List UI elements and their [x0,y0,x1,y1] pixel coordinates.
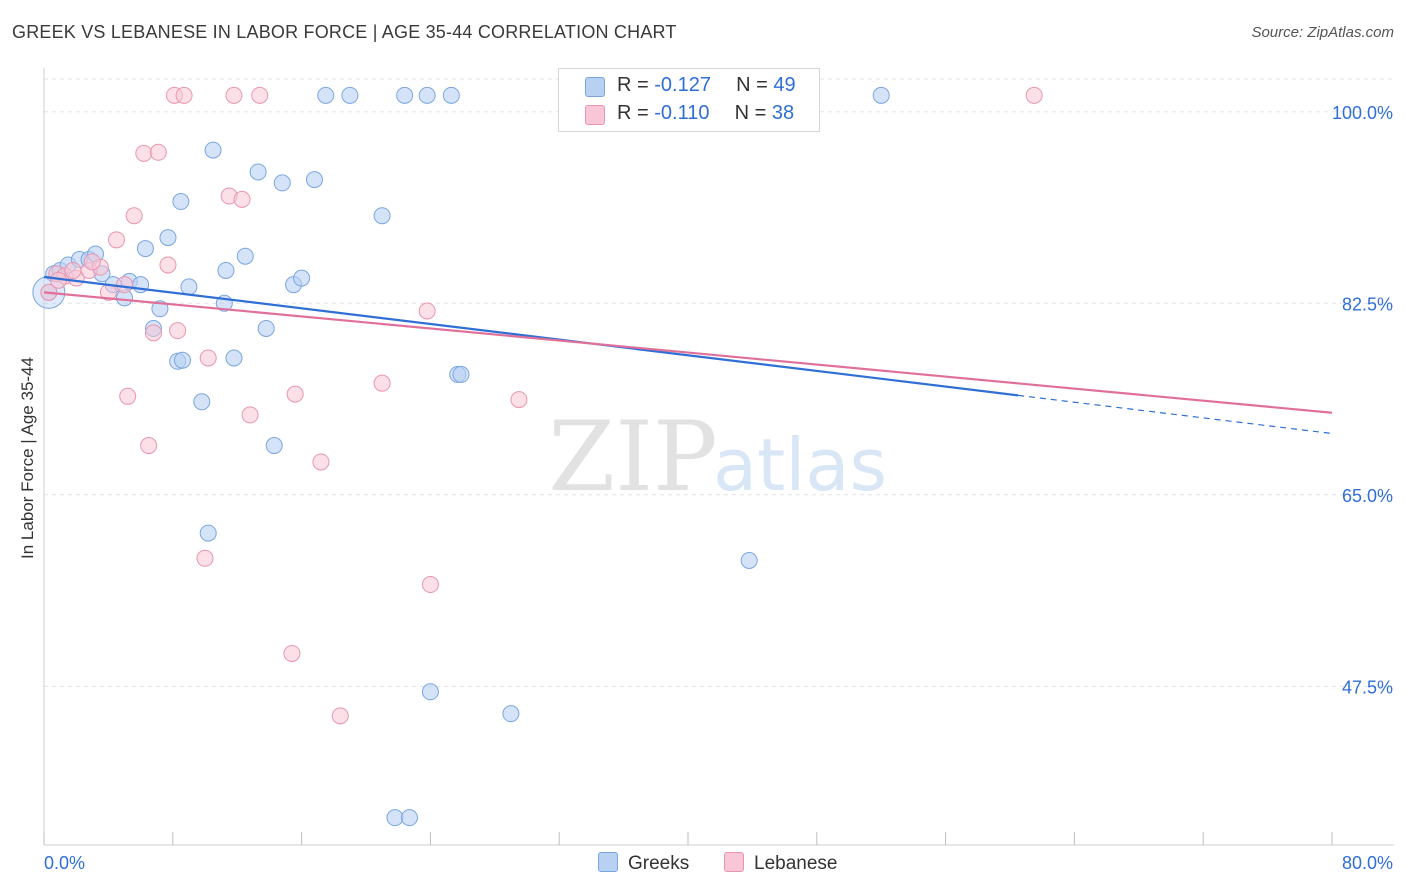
greeks-point [872,86,890,104]
lebanese-point [144,324,162,342]
greeks-point [396,86,414,104]
greeks-point [217,261,235,279]
lebanese-point [225,86,243,104]
bottom-legend-swatch-lebanese [724,852,744,872]
watermark: ZIP atlas [548,401,887,513]
greeks-point [225,349,243,367]
lebanese-point [421,576,439,594]
greeks-point [193,393,211,411]
lebanese-point [199,349,217,367]
lebanese-point [116,276,133,294]
source-label: Source: ZipAtlas.com [1251,24,1394,41]
greeks-trend-line [43,275,1019,397]
greeks-point [386,809,404,827]
greeks-point [452,365,470,383]
legend-r-value-greeks: -0.127 [654,74,711,96]
legend-swatch-greeks [585,77,605,97]
lebanese-point [119,387,137,405]
lebanese-point [1025,86,1043,104]
y-tick-label: 65.0% [1342,486,1393,506]
lebanese-trend-line [43,291,1333,414]
greeks-point [373,207,391,225]
greeks-point [257,319,275,337]
y-tick-label: 100.0% [1332,103,1393,123]
lebanese-point [149,143,167,161]
greeks-point [341,86,359,104]
legend-swatch-lebanese [585,105,605,125]
legend-n-value-greeks: 49 [773,74,796,96]
y-tick-label: 47.5% [1342,677,1393,697]
bottom-legend-label-greeks: Greeks [628,853,690,874]
lebanese-points [40,86,1043,725]
greeks-point [172,193,190,211]
bottom-legend-label-lebanese: Lebanese [754,853,838,874]
greeks-point [305,171,323,189]
greeks-point [236,247,254,265]
lebanese-point [331,707,349,725]
lebanese-point [140,437,158,455]
stats-legend: R = -0.127 N = 49 R = -0.110 N = 38 [558,68,820,132]
lebanese-point [64,261,82,279]
legend-n-label: N = [734,102,772,124]
greeks-point [421,683,439,701]
legend-r-value-lebanese: -0.110 [654,102,710,124]
lebanese-point [241,406,259,424]
lebanese-point [283,644,301,662]
greeks-point [249,163,267,181]
greeks-point [740,551,758,569]
greeks-point [151,300,169,318]
greeks-point [293,269,311,287]
watermark-zip: ZIP [548,401,717,513]
greeks-trend-line-projection [1017,394,1333,435]
lebanese-point [233,190,251,208]
greeks-point [173,351,191,369]
greeks-point [502,705,520,723]
y-tick-label: 82.5% [1342,294,1393,314]
greeks-point [136,240,154,258]
bottom-legend-greeks: Greeks [598,852,689,875]
greeks-point [199,524,217,542]
greeks-point [159,229,177,247]
greeks-point [317,86,335,104]
legend-r-label: R = [617,102,655,124]
lebanese-point [175,86,193,104]
greeks-point [442,86,460,104]
chart-title: GREEK VS LEBANESE IN LABOR FORCE | AGE 3… [12,22,677,42]
greeks-point [204,141,222,159]
greeks-point [418,86,436,104]
lebanese-point [312,453,330,471]
lebanese-point [510,391,528,409]
trend-lines [43,275,1333,435]
legend-r-label: R = [617,74,655,96]
lebanese-point [169,322,187,340]
bottom-legend-swatch-greeks [598,852,618,872]
greeks-point [273,174,291,192]
grid-lines [44,78,1394,687]
lebanese-point [418,302,436,320]
greeks-point [400,809,418,827]
lebanese-point [125,207,143,225]
lebanese-point [251,86,269,104]
lebanese-point [373,374,391,392]
lebanese-point [196,549,214,567]
tick-labels: 47.5% 65.0% 82.5% 100.0% 0.0% 80.0% [44,103,1393,873]
watermark-atlas: atlas [713,423,887,507]
lebanese-point [159,256,177,274]
lebanese-point [286,385,304,403]
x-tick-label-min: 0.0% [44,853,85,873]
lebanese-point [107,231,125,249]
legend-n-label: N = [736,74,774,96]
bottom-legend-lebanese: Lebanese [724,852,837,875]
lebanese-point [135,144,153,162]
greeks-point [265,437,283,455]
greeks-point [180,278,198,296]
x-tick-label-max: 80.0% [1342,853,1393,873]
axes [43,68,1394,846]
lebanese-point [83,253,101,271]
legend-n-value-lebanese: 38 [771,102,795,124]
